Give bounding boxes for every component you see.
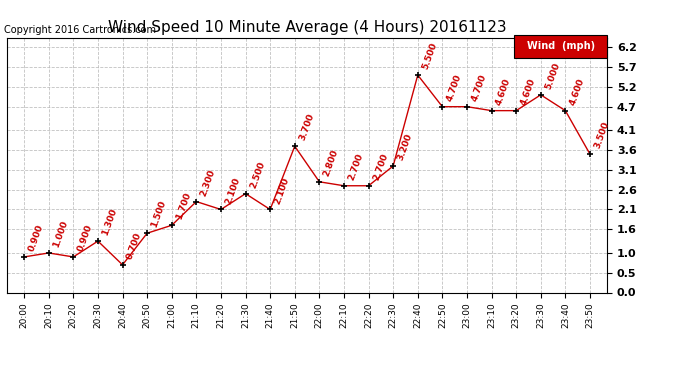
Text: 3.500: 3.500 xyxy=(593,120,611,150)
Text: 4.600: 4.600 xyxy=(519,77,537,106)
Text: 2.100: 2.100 xyxy=(273,176,291,205)
Text: 5.000: 5.000 xyxy=(544,61,562,91)
Text: 0.700: 0.700 xyxy=(126,231,144,261)
Text: 1.000: 1.000 xyxy=(52,219,70,249)
Text: 1.500: 1.500 xyxy=(150,200,168,229)
Text: 4.700: 4.700 xyxy=(470,73,488,102)
Text: 3.200: 3.200 xyxy=(396,132,414,162)
Text: 2.700: 2.700 xyxy=(347,152,365,182)
Title: Wind Speed 10 Minute Average (4 Hours) 20161123: Wind Speed 10 Minute Average (4 Hours) 2… xyxy=(108,20,506,35)
Text: 2.800: 2.800 xyxy=(322,148,340,178)
Text: 2.700: 2.700 xyxy=(371,152,389,182)
Text: 4.600: 4.600 xyxy=(568,77,586,106)
Text: 5.500: 5.500 xyxy=(420,41,439,71)
Text: Copyright 2016 Cartronics.com: Copyright 2016 Cartronics.com xyxy=(4,25,156,35)
Text: 2.100: 2.100 xyxy=(224,176,241,205)
FancyBboxPatch shape xyxy=(514,35,607,58)
Text: 0.900: 0.900 xyxy=(27,223,45,253)
Text: 0.900: 0.900 xyxy=(76,223,94,253)
Text: 2.300: 2.300 xyxy=(199,168,217,197)
Text: Wind  (mph): Wind (mph) xyxy=(526,41,595,51)
Text: 4.600: 4.600 xyxy=(494,77,513,106)
Text: 1.300: 1.300 xyxy=(101,207,119,237)
Text: 3.700: 3.700 xyxy=(297,112,315,142)
Text: 2.500: 2.500 xyxy=(248,160,266,189)
Text: 1.700: 1.700 xyxy=(175,192,193,221)
Text: 4.700: 4.700 xyxy=(445,73,463,102)
